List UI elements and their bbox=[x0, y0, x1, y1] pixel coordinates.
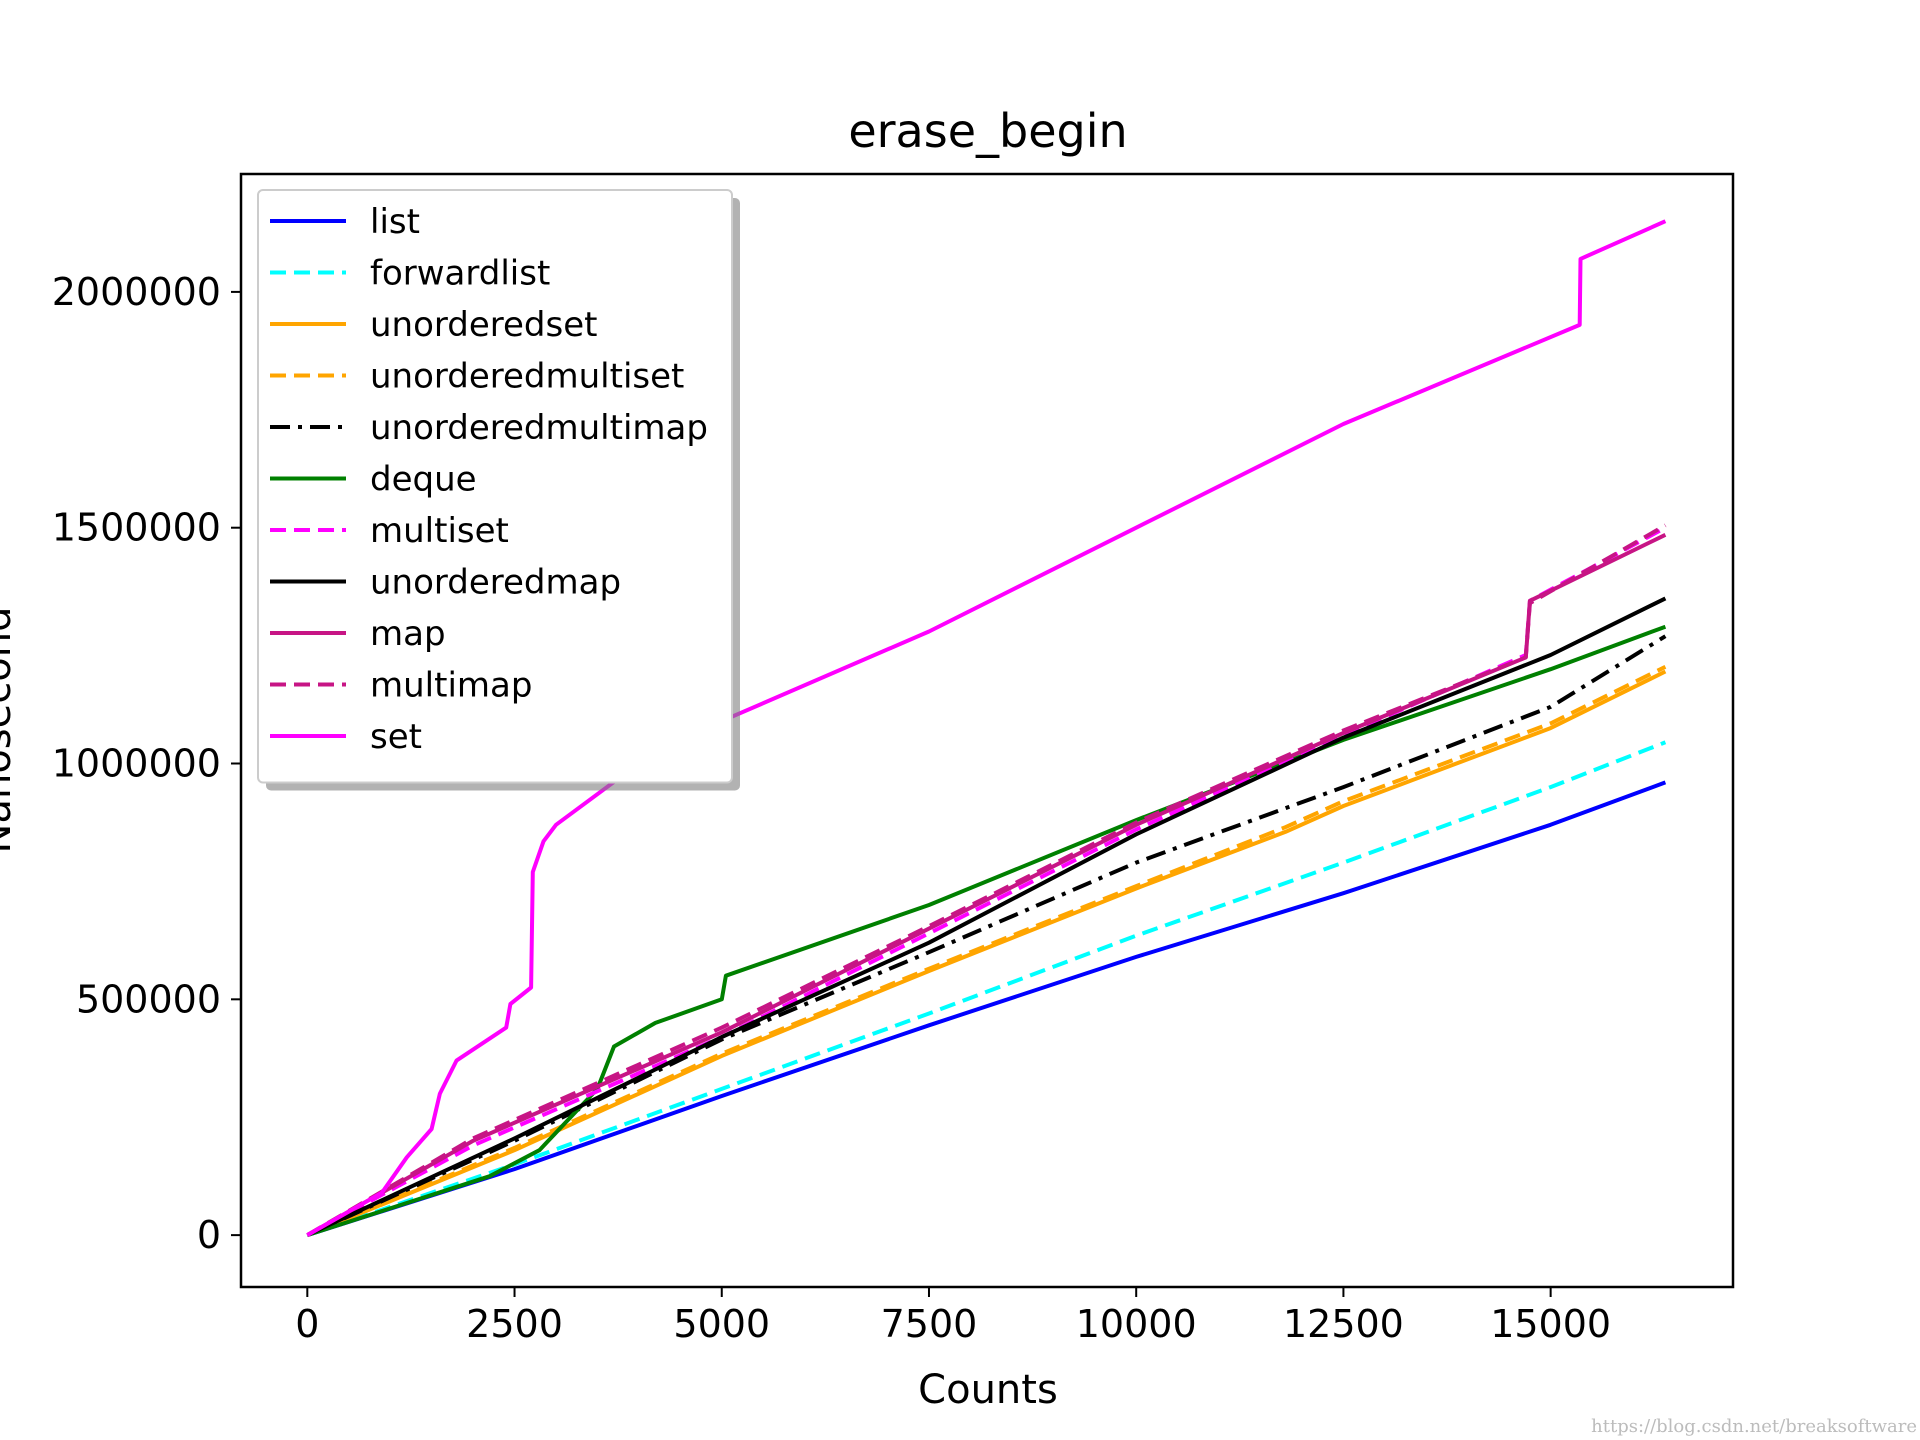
legend-label-unorderedmultimap: unorderedmultimap bbox=[370, 408, 708, 448]
series-line-unorderedset bbox=[306, 669, 1667, 1237]
series-line-unorderedmultiset bbox=[306, 665, 1667, 1237]
series-line-multimap bbox=[306, 523, 1667, 1237]
x-axis-ticks: 0 2500 5000 7500 10000 12500 15000 bbox=[295, 1287, 1611, 1346]
x-tick-label: 2500 bbox=[466, 1302, 563, 1346]
x-tick-label: 0 bbox=[295, 1302, 319, 1346]
x-tick-label: 12500 bbox=[1283, 1302, 1404, 1346]
y-tick-label: 1500000 bbox=[52, 506, 221, 550]
x-axis-label: Counts bbox=[918, 1367, 1058, 1413]
series-line-unorderedmap bbox=[306, 596, 1667, 1237]
legend-label-deque: deque bbox=[370, 460, 477, 500]
legend-label-unorderedmultiset: unorderedmultiset bbox=[370, 357, 684, 397]
y-axis-label: Nanosecond bbox=[0, 607, 20, 854]
y-tick-label: 1000000 bbox=[52, 742, 221, 786]
chart-title: erase_begin bbox=[848, 104, 1127, 158]
legend-label-set: set bbox=[370, 717, 422, 757]
watermark: https://blog.csdn.net/breaksoftware bbox=[1591, 1416, 1917, 1437]
legend-label-unorderedset: unorderedset bbox=[370, 305, 597, 345]
x-tick-label: 15000 bbox=[1490, 1302, 1611, 1346]
y-axis-ticks: 0 500000 1000000 1500000 2000000 bbox=[52, 270, 241, 1257]
legend-label-map: map bbox=[370, 614, 446, 654]
y-tick-label: 2000000 bbox=[52, 270, 221, 314]
legend-label-multiset: multiset bbox=[370, 511, 509, 551]
x-tick-label: 7500 bbox=[881, 1302, 978, 1346]
series-line-map bbox=[306, 533, 1667, 1237]
legend-label-multimap: multimap bbox=[370, 666, 532, 706]
x-tick-label: 10000 bbox=[1076, 1302, 1197, 1346]
legend-label-forwardlist: forwardlist bbox=[370, 254, 550, 294]
series-line-set bbox=[306, 219, 1667, 1237]
legend: list forwardlist unorderedset unorderedmult… bbox=[257, 189, 740, 791]
series-layer bbox=[306, 219, 1667, 1238]
legend-label-unorderedmap: unorderedmap bbox=[370, 563, 621, 603]
series-line-multiset bbox=[306, 525, 1667, 1237]
legend-label-list: list bbox=[370, 202, 420, 242]
x-tick-label: 5000 bbox=[673, 1302, 770, 1346]
series-line-forwardlist bbox=[306, 740, 1667, 1237]
y-tick-label: 0 bbox=[197, 1213, 221, 1257]
y-tick-label: 500000 bbox=[76, 977, 221, 1021]
series-line-deque bbox=[306, 624, 1667, 1238]
legend-box bbox=[257, 189, 733, 784]
series-line-list bbox=[306, 780, 1667, 1238]
